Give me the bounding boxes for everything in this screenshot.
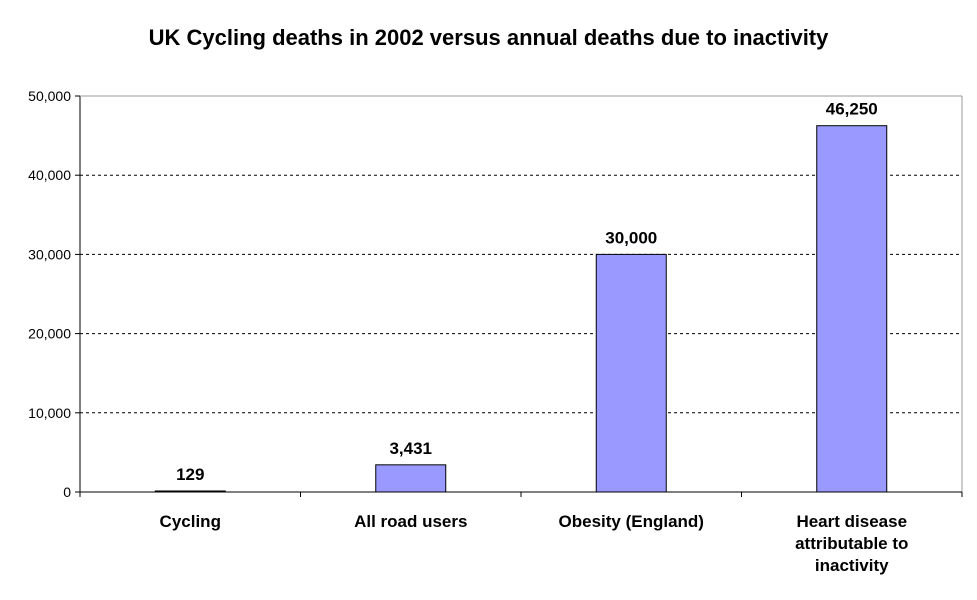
y-tick-label: 50,000 xyxy=(28,88,71,104)
y-tick-label: 10,000 xyxy=(28,405,71,421)
bars xyxy=(154,125,888,493)
x-tick-label: Heart disease attributable to inactivity xyxy=(795,512,908,575)
data-label: 30,000 xyxy=(605,228,657,247)
data-label: 46,250 xyxy=(826,100,878,119)
data-label: 129 xyxy=(176,465,204,484)
bar xyxy=(375,464,447,493)
x-tick-label: Cycling xyxy=(160,512,221,531)
x-tick-label: All road users xyxy=(354,512,467,531)
chart-title: UK Cycling deaths in 2002 versus annual … xyxy=(148,25,829,50)
bar xyxy=(595,253,667,493)
y-tick-label: 30,000 xyxy=(28,246,71,262)
x-axis-ticks: Cycling All road users Obesity (England) He… xyxy=(79,492,963,575)
x-tick-label: Obesity (England) xyxy=(559,512,704,531)
bar xyxy=(816,125,888,493)
data-label: 3,431 xyxy=(389,439,432,458)
y-tick-label: 20,000 xyxy=(28,326,71,342)
data-labels: 129 3,431 30,000 46,250 xyxy=(176,100,878,484)
gridlines xyxy=(80,95,962,414)
y-tick-label: 0 xyxy=(63,484,71,500)
y-tick-label: 40,000 xyxy=(28,167,71,183)
y-axis-ticks: 0 10,000 20,000 30,000 40,000 50,000 xyxy=(28,88,80,500)
